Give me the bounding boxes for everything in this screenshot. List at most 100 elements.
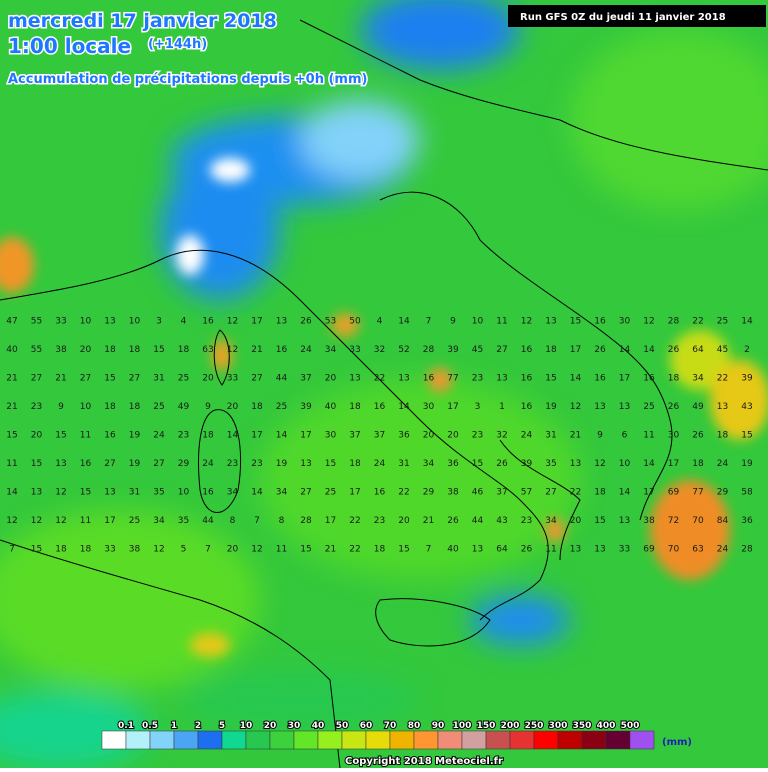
legend-label: 1 xyxy=(171,721,177,731)
grid-value: 49 xyxy=(178,402,190,412)
grid-value: 13 xyxy=(545,317,556,327)
grid-value: 26 xyxy=(668,402,680,412)
grid-value: 70 xyxy=(668,545,680,555)
grid-value: 27 xyxy=(251,374,262,384)
grid-value: 14 xyxy=(398,402,410,412)
legend-swatch xyxy=(389,730,415,750)
legend-swatch xyxy=(341,730,367,750)
grid-value: 17 xyxy=(349,488,360,498)
grid-value: 11 xyxy=(80,431,91,441)
grid-value: 10 xyxy=(80,402,92,412)
grid-value: 26 xyxy=(594,345,606,355)
legend-label: 80 xyxy=(408,721,421,731)
grid-value: 12 xyxy=(227,345,238,355)
grid-value: 15 xyxy=(153,345,164,355)
grid-value: 25 xyxy=(129,516,140,526)
grid-value: 69 xyxy=(668,488,680,498)
grid-value: 28 xyxy=(668,317,680,327)
grid-value: 30 xyxy=(423,402,435,412)
grid-value: 29 xyxy=(178,459,190,469)
grid-value: 64 xyxy=(692,345,704,355)
grid-value: 20 xyxy=(80,345,92,355)
grid-value: 17 xyxy=(300,431,311,441)
grid-value: 16 xyxy=(594,317,606,327)
grid-value: 22 xyxy=(374,374,385,384)
grid-value: 20 xyxy=(227,545,239,555)
grid-value: 63 xyxy=(202,345,213,355)
legend-label: 150 xyxy=(477,721,496,731)
grid-value: 15 xyxy=(104,374,115,384)
grid-value: 30 xyxy=(619,317,631,327)
grid-value: 43 xyxy=(741,402,752,412)
grid-value: 27 xyxy=(129,374,140,384)
legend-swatch xyxy=(317,730,343,750)
grid-value: 2 xyxy=(744,345,750,355)
value-grid: 47 55 33 10 13 10 3 4 16 12 17 13 26 53 50 4 14 7 9 10 11 12 1… xyxy=(6,317,753,555)
grid-value: 23 xyxy=(251,459,262,469)
legend-label: 60 xyxy=(360,721,373,731)
grid-value: 23 xyxy=(178,431,189,441)
grid-value: 15 xyxy=(31,459,42,469)
grid-value: 16 xyxy=(80,459,92,469)
grid-value: 18 xyxy=(104,402,116,412)
grid-value: 13 xyxy=(349,374,360,384)
grid-value: 10 xyxy=(80,317,92,327)
grid-value: 16 xyxy=(521,374,533,384)
grid-value: 69 xyxy=(643,545,655,555)
grid-value: 58 xyxy=(741,488,753,498)
grid-value: 17 xyxy=(325,516,336,526)
header: mercredi 17 janvier 2018 1:00 locale (+1… xyxy=(7,5,766,89)
grid-value: 12 xyxy=(521,317,532,327)
grid-value: 11 xyxy=(643,431,654,441)
legend-swatch xyxy=(245,730,271,750)
grid-value: 24 xyxy=(374,459,386,469)
legend-label: 0.1 xyxy=(118,721,134,731)
grid-value: 25 xyxy=(717,317,728,327)
legend-label: 50 xyxy=(336,721,349,731)
grid-value: 49 xyxy=(692,402,704,412)
legend-label: 40 xyxy=(312,721,325,731)
legend-swatch xyxy=(173,730,199,750)
grid-value: 55 xyxy=(31,317,42,327)
grid-value: 34 xyxy=(325,345,337,355)
grid-value: 5 xyxy=(181,545,187,555)
legend-swatch xyxy=(437,730,463,750)
grid-value: 30 xyxy=(325,431,337,441)
grid-value: 7 xyxy=(254,516,260,526)
grid-value: 15 xyxy=(472,459,483,469)
grid-value: 57 xyxy=(521,488,532,498)
grid-value: 14 xyxy=(619,345,631,355)
grid-value: 14 xyxy=(643,459,655,469)
legend-label: 350 xyxy=(573,721,592,731)
grid-value: 22 xyxy=(398,488,409,498)
grid-value: 13 xyxy=(472,545,483,555)
legend-swatch xyxy=(629,730,655,750)
grid-value: 27 xyxy=(153,459,164,469)
grid-value: 18 xyxy=(202,431,214,441)
legend-label: 70 xyxy=(384,721,397,731)
grid-value: 38 xyxy=(447,488,459,498)
legend-swatch xyxy=(605,730,631,750)
grid-value: 21 xyxy=(6,374,17,384)
grid-value: 40 xyxy=(6,345,18,355)
legend-swatch xyxy=(221,730,247,750)
grid-value: 50 xyxy=(349,317,361,327)
copyright: Copyright 2018 Meteociel.fr xyxy=(345,756,503,767)
grid-value: 7 xyxy=(9,545,15,555)
grid-value: 11 xyxy=(80,516,91,526)
grid-value: 34 xyxy=(692,374,704,384)
grid-value: 55 xyxy=(31,345,42,355)
grid-value: 33 xyxy=(619,545,630,555)
grid-value: 22 xyxy=(349,545,360,555)
grid-value: 32 xyxy=(496,431,507,441)
grid-value: 15 xyxy=(80,488,91,498)
grid-value: 12 xyxy=(31,516,42,526)
grid-value: 24 xyxy=(300,345,312,355)
grid-value: 25 xyxy=(276,402,287,412)
grid-value: 17 xyxy=(619,374,630,384)
grid-value: 38 xyxy=(55,345,67,355)
legend-label: 500 xyxy=(621,721,640,731)
legend-label: 300 xyxy=(549,721,568,731)
grid-value: 20 xyxy=(227,402,239,412)
